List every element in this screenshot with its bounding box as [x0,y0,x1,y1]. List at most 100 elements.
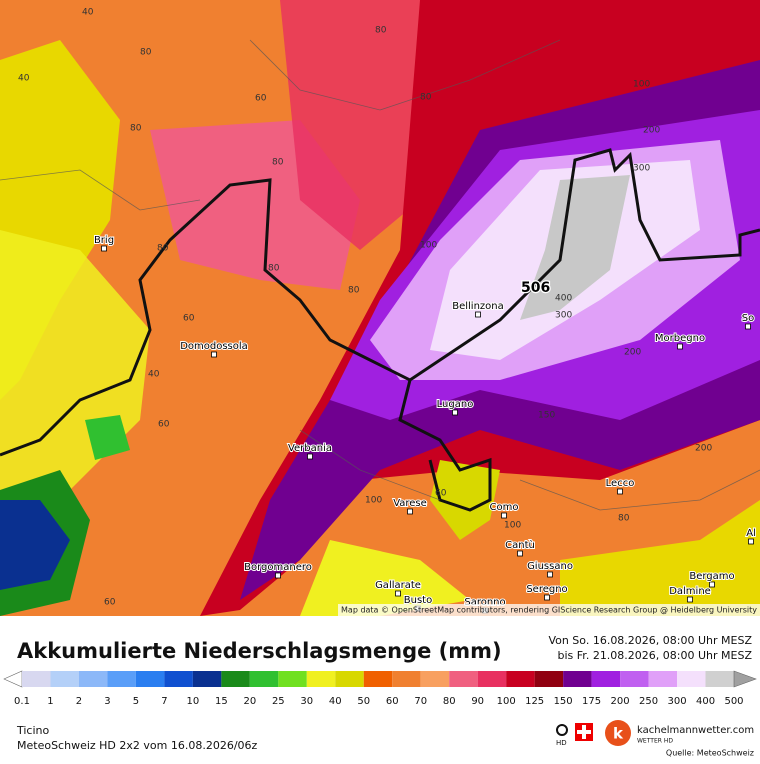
scale-label: 1 [47,696,53,707]
scale-box [449,671,478,687]
place-label: So [742,313,754,324]
place-label: Lecco [606,478,635,489]
scale-box [506,671,535,687]
scale-label: 60 [386,696,399,707]
place-label: Domodossola [180,341,248,352]
place-marker [307,453,313,460]
scale-label: 2 [76,696,82,707]
place-label: Lugano [437,399,474,410]
places: Brig Domodossola Bellinzona Morbegno Lugano V… [93,234,757,614]
contour-label: 100 [633,80,650,90]
place-label: Borgomanero [244,562,312,573]
place-label: Gallarate [375,580,421,591]
scale-box [164,671,193,687]
scale-box [620,671,649,687]
scale-label: 10 [187,696,200,707]
scale-label: 40 [329,696,342,707]
scale-box [477,671,507,687]
scale-label: 0.1 [14,696,30,707]
scale-box [306,671,336,687]
scale-label: 5 [133,696,139,707]
contour-label: 200 [695,444,712,454]
scale-box [363,671,393,687]
contour-label: 80 [268,264,280,274]
contour-labels: 40 80 60 80 40 80 80 80 80 60 40 80 60 1… [18,8,712,608]
place-marker [211,351,217,358]
scale-label: 250 [639,696,658,707]
place-label: Varese [393,498,427,509]
scale-label: 400 [696,696,715,707]
contour-label: 400 [555,294,572,304]
scale-box [249,671,279,687]
scale-label: 7 [161,696,167,707]
brand-sub: WETTER HD [637,738,673,745]
place-label: Como [490,502,519,513]
scale-box [107,671,136,687]
scale-box [677,671,706,687]
map [0,0,760,616]
scale-box [278,671,307,687]
scale-box [335,671,364,687]
legend-title: Akkumulierte Niederschlagsmenge (mm) [17,639,502,663]
contour-label: 100 [504,521,521,531]
scale-arrow-low [3,670,23,688]
scale-label: 15 [215,696,228,707]
contour-label: 80 [420,93,432,103]
color-scale: 0.1 1 2 3 5 7 10 15 20 25 30 40 50 60 70 80 90 100 125 150 1… [3,670,757,707]
scale-label: 175 [582,696,601,707]
scale-label: 25 [272,696,285,707]
contour-label: 80 [140,48,152,58]
max-label: 506 [521,280,550,296]
scale-label: 100 [497,696,516,707]
scale-label: 3 [104,696,110,707]
place-marker [745,323,751,330]
attribution: Map data © OpenStreetMap contributors, r… [341,606,757,615]
contour-label: 60 [183,314,195,324]
contour-label: 100 [420,241,437,251]
contour-label: 200 [624,348,641,358]
contour-label: 60 [435,489,447,499]
place-marker [395,590,401,597]
place-marker [709,581,715,588]
place-label: Verbania [288,443,332,454]
contour-label: 80 [272,158,284,168]
place-label: Seregno [526,584,567,595]
place-label: Giussano [527,561,573,572]
scale-box [135,671,165,687]
place-marker [452,409,458,416]
place-label: Brig [94,235,114,246]
place-label: Al [746,528,756,539]
place-label: Dalmine [669,586,711,597]
contour-label: 40 [148,370,160,380]
attribution-bg [338,604,760,616]
brand-logo [605,720,631,746]
scale-box [22,671,51,687]
scale-box [534,671,564,687]
scale-label: 90 [471,696,484,707]
contour-label: 150 [538,411,555,421]
contour-label: 80 [130,124,142,134]
place-marker [517,550,523,557]
place-marker [547,571,553,578]
scale-label: 50 [357,696,370,707]
scale-label: 500 [724,696,743,707]
contour-label: 300 [633,164,650,174]
scale-label: 150 [554,696,573,707]
scale-box [192,671,222,687]
scale-box [78,671,108,687]
place-marker [275,572,281,579]
scale-label: 125 [525,696,544,707]
place-marker [101,245,107,252]
place-label: Cantù [505,539,535,551]
scale-box [648,671,678,687]
place-label: Busto [404,595,432,606]
swiss-cross [577,725,591,739]
place-marker [475,311,481,318]
place-label: Morbegno [655,333,705,344]
place-marker [501,512,507,519]
period-to: bis Fr. 21.08.2026, 08:00 Uhr MESZ [558,649,753,662]
place-marker [407,508,413,515]
contour-label: 80 [618,514,630,524]
place-marker [617,488,623,495]
